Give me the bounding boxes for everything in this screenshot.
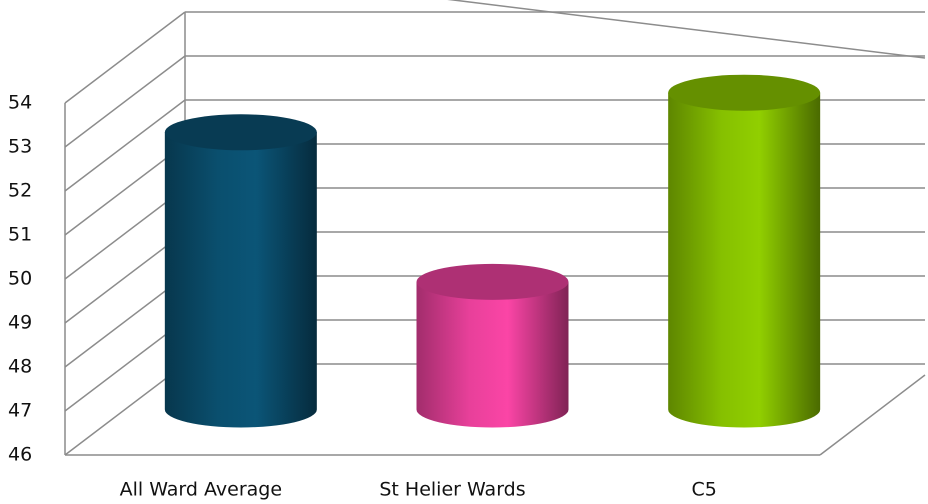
y-tick-label: 46 (8, 444, 32, 466)
y-tick-label: 51 (8, 224, 32, 246)
y-tick-label: 53 (8, 136, 32, 158)
y-tick-label: 52 (8, 180, 32, 202)
back-wall-top (447, 0, 926, 59)
bar (416, 281, 569, 428)
y-tick-label: 54 (8, 92, 32, 114)
y-tick-label: 48 (8, 356, 32, 378)
bar-top (164, 114, 317, 151)
x-tick-label: St Helier Wards (379, 479, 525, 501)
y-tick-label: 49 (8, 312, 32, 334)
grid-line (64, 99, 186, 192)
y-tick-label: 47 (8, 400, 32, 422)
bar-top (668, 74, 821, 111)
grid-line (64, 55, 186, 148)
bar (668, 92, 821, 428)
floor-right (819, 374, 926, 456)
x-tick-label: C5 (691, 479, 716, 501)
bar (164, 132, 317, 428)
grid-line (64, 11, 186, 104)
x-tick-label: All Ward Average (120, 479, 282, 501)
y-tick-label: 50 (8, 268, 32, 290)
bar-top (416, 263, 569, 300)
